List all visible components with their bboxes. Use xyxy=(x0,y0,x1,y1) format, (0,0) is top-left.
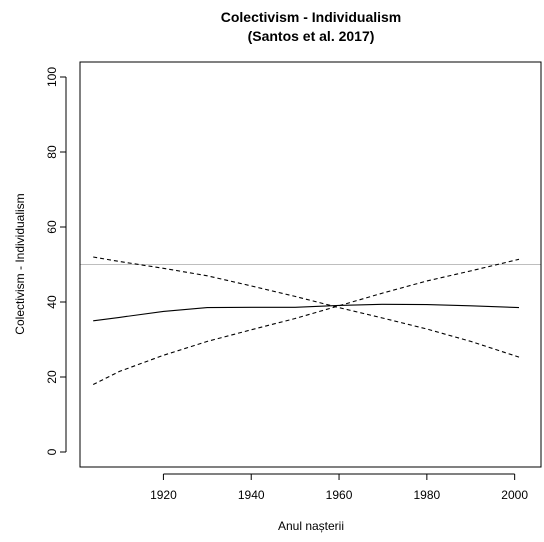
chart-title: Colectivism - Individualism xyxy=(221,9,402,25)
chart-subtitle: (Santos et al. 2017) xyxy=(248,28,375,44)
plot-area xyxy=(79,61,542,468)
series-line-2 xyxy=(93,256,520,358)
series-line-3 xyxy=(92,258,520,385)
x-tick-label: 1960 xyxy=(326,488,353,502)
y-tick-label: 20 xyxy=(45,370,59,384)
plot-frame xyxy=(79,61,542,468)
series-line-1 xyxy=(93,303,520,322)
y-tick-label: 0 xyxy=(45,448,59,455)
y-tick-label: 100 xyxy=(45,67,59,87)
y-tick-label: 80 xyxy=(45,145,59,159)
y-tick-label: 40 xyxy=(45,295,59,309)
x-tick-label: 1980 xyxy=(413,488,440,502)
y-tick-label: 60 xyxy=(45,220,59,234)
x-tick-label: 1940 xyxy=(238,488,265,502)
x-axis-label: Anul nașterii xyxy=(278,519,344,533)
y-axis: 0 20 40 60 80 100 xyxy=(45,67,67,455)
y-axis-label: Colectivism - Individualism xyxy=(13,193,27,334)
x-tick-label: 1920 xyxy=(150,488,177,502)
x-axis: 1920 1940 1960 1980 2000 xyxy=(150,473,528,502)
x-tick-label: 2000 xyxy=(501,488,528,502)
